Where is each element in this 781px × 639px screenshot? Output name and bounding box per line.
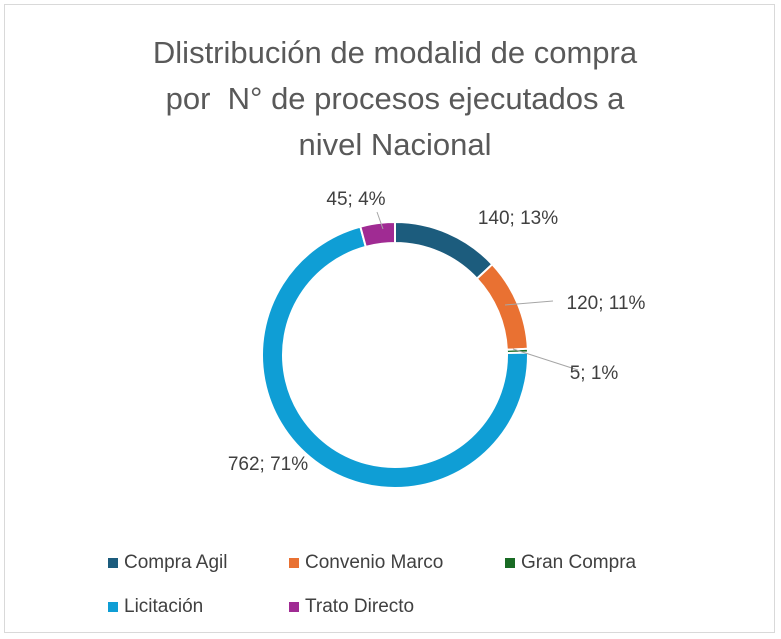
legend-marker	[108, 602, 118, 612]
leader-line	[512, 348, 579, 371]
data-label: 45; 4%	[326, 189, 385, 210]
donut-slice	[359, 220, 396, 249]
leader-line	[376, 211, 384, 230]
donut-slice	[475, 262, 529, 351]
legend-label: Trato Directo	[305, 596, 414, 617]
data-label: 5; 1%	[570, 363, 619, 384]
data-label: 762; 71%	[228, 454, 308, 475]
legend-marker	[289, 602, 299, 612]
data-label: 140; 13%	[478, 208, 558, 229]
chart-frame	[4, 4, 775, 633]
leader-line	[504, 300, 554, 306]
chart-title: Dlistribución de modalid de compra por N…	[152, 35, 646, 162]
donut-slice	[261, 225, 529, 489]
legend-label: Gran Compra	[521, 552, 637, 573]
legend-label: Convenio Marco	[305, 552, 443, 573]
legend-marker	[108, 558, 118, 568]
legend-label: Compra Agil	[124, 552, 228, 573]
donut-slice	[394, 220, 494, 281]
legend-label: Licitación	[124, 596, 203, 617]
legend-marker	[289, 558, 299, 568]
legend-marker	[505, 558, 515, 568]
data-label: 120; 11%	[567, 293, 646, 314]
